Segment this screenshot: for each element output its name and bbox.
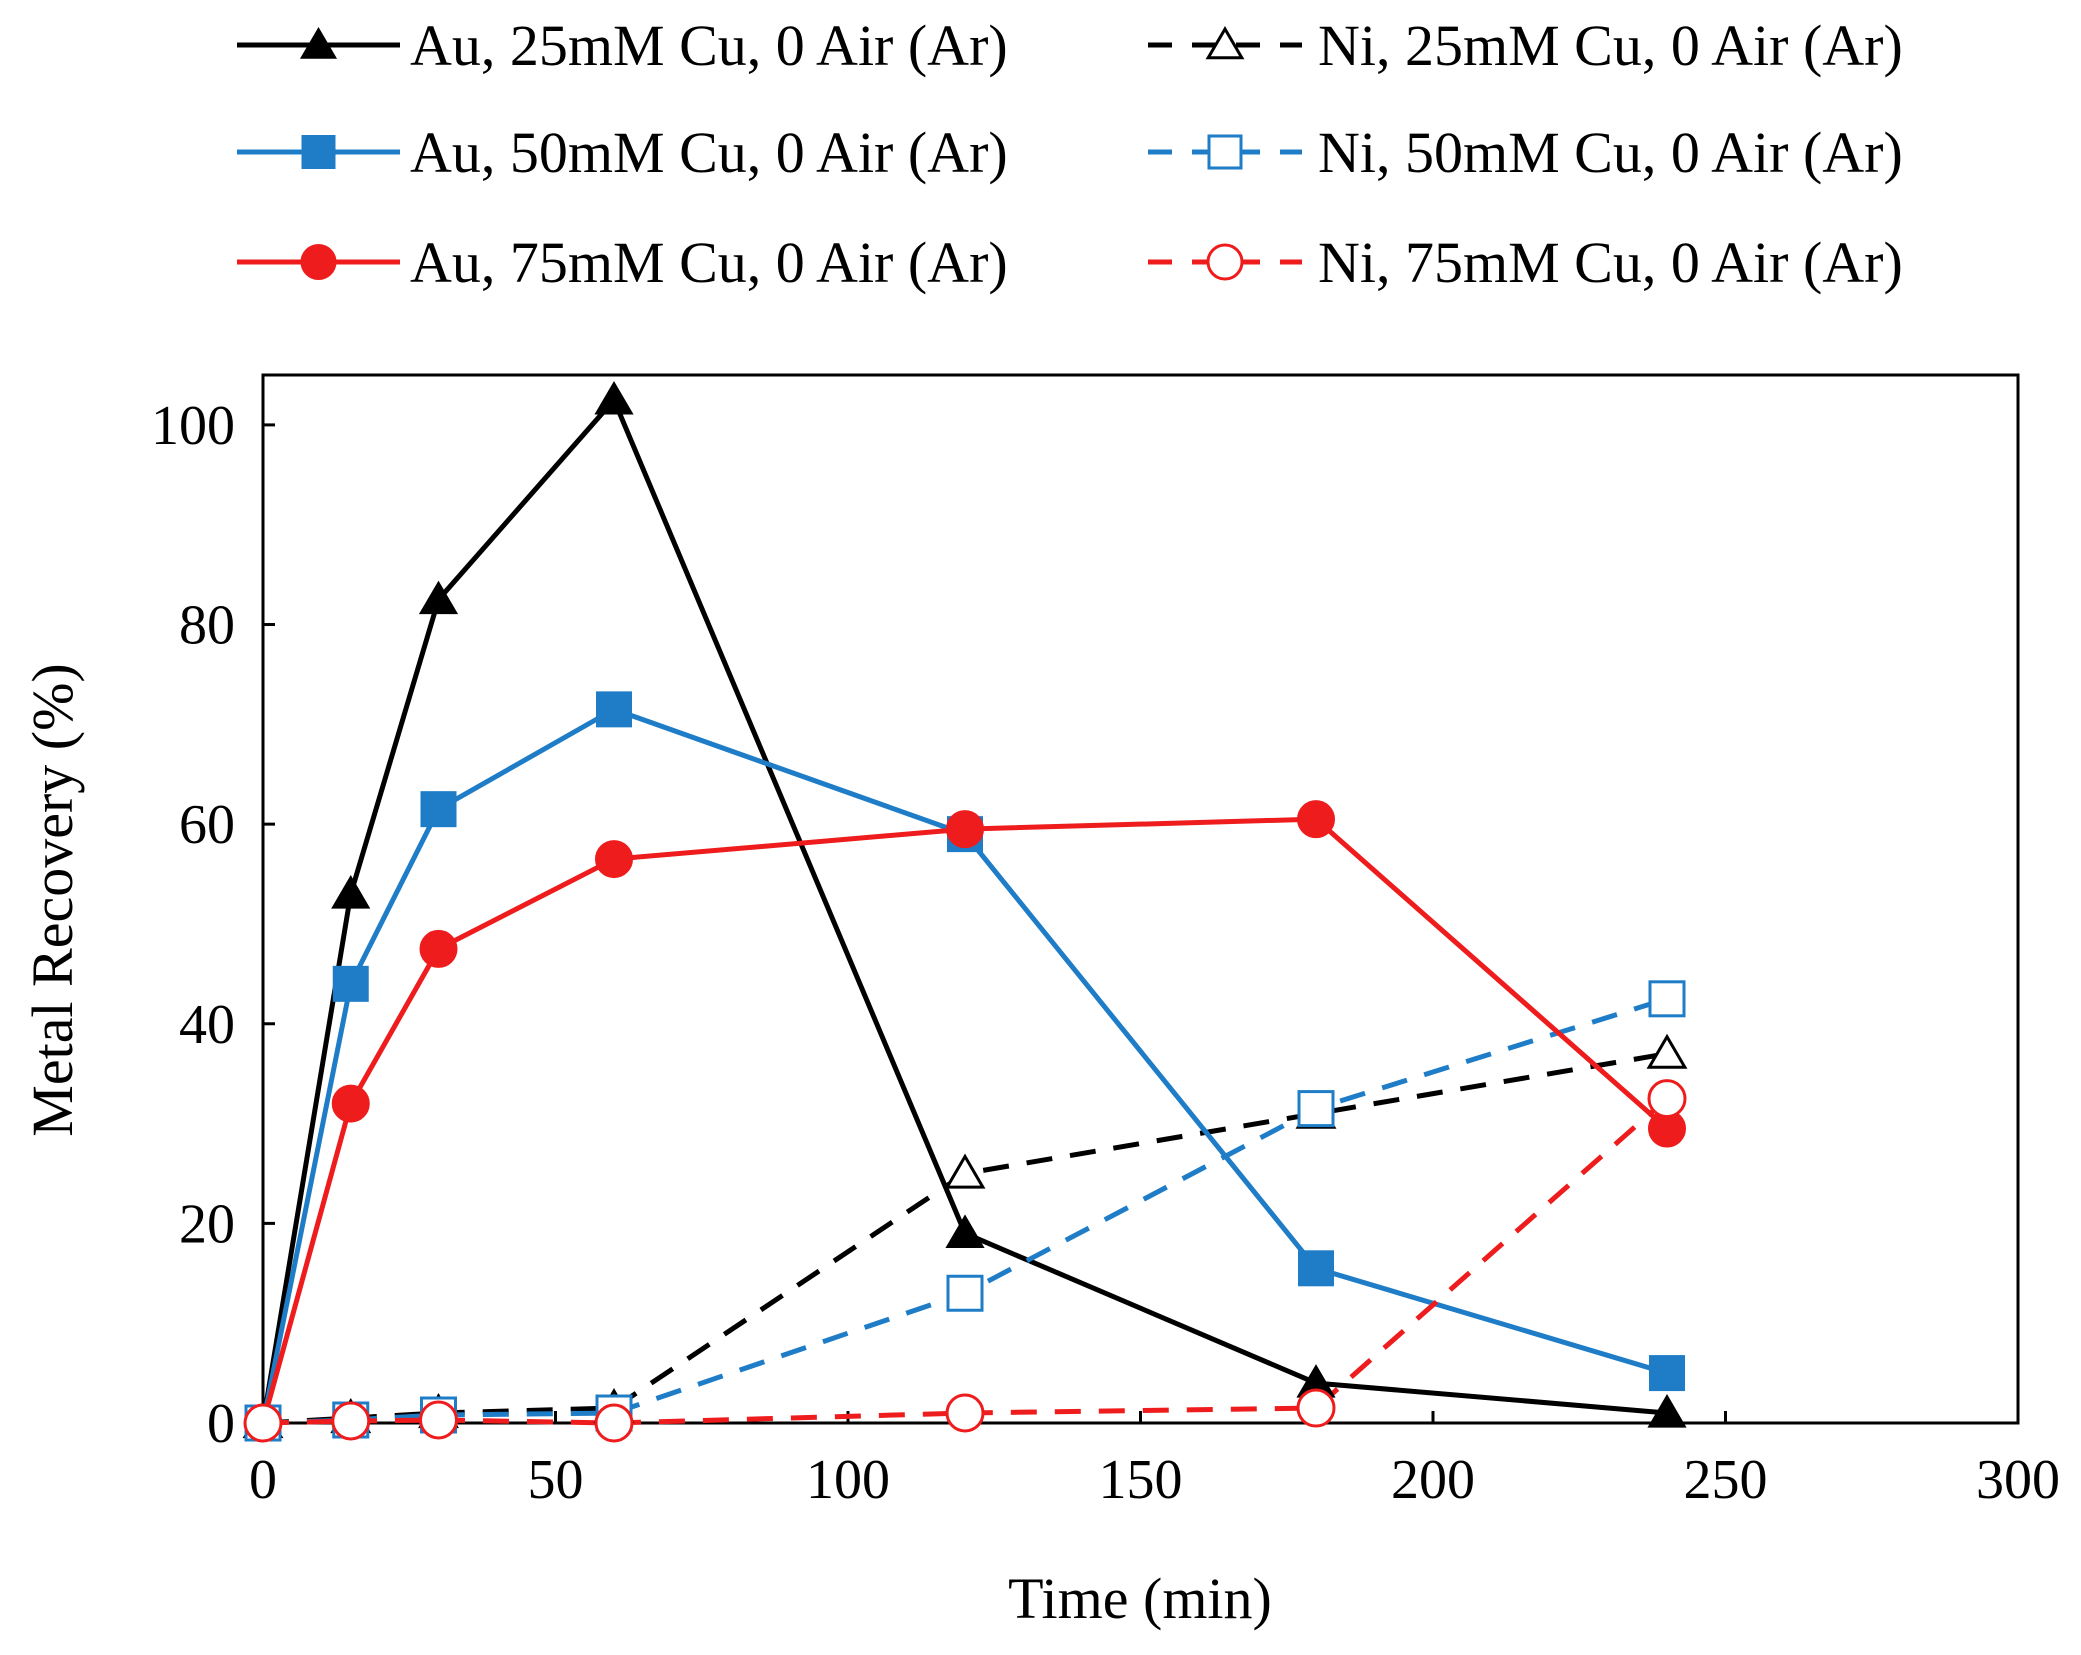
data-point-ni-75mm-cu-0-air-ar [1296,1388,1336,1428]
legend-marker [301,135,336,169]
data-point-au-25mm-cu-0-air-ar [418,580,459,615]
legend-label: Au, 75mM Cu, 0 Air (Ar) [410,230,1008,295]
legend-item-au-75mm-cu-0-air-ar: Au, 75mM Cu, 0 Air (Ar) [237,230,1008,295]
legend-marker [299,27,338,59]
data-point-au-75mm-cu-0-air-ar [595,840,633,879]
data-point-au-75mm-cu-0-air-ar [331,1084,370,1123]
data-point-ni-50mm-cu-0-air-ar [1648,980,1686,1018]
y-tick-label: 0 [207,1393,235,1455]
data-point-au-25mm-cu-0-air-ar [594,380,634,415]
data-point-ni-25mm-cu-0-air-ar [1646,1033,1688,1069]
data-point-au-50mm-cu-0-air-ar [332,965,369,1002]
legend-marker [1207,134,1243,170]
legend-item-ni-50mm-cu-0-air-ar: Ni, 50mM Cu, 0 Air (Ar) [1148,120,1903,185]
x-tick-label: 250 [1684,1449,1768,1511]
legend-marker [1206,243,1244,281]
x-tick-label: 300 [1976,1449,2060,1511]
x-tick-label: 50 [528,1449,584,1511]
data-point-ni-75mm-cu-0-air-ar [1647,1079,1687,1119]
data-point-au-25mm-cu-0-air-ar [331,875,371,909]
legend-marker [300,244,337,280]
x-tick-label: 150 [1099,1449,1183,1511]
y-tick-label: 100 [151,395,235,457]
y-axis-title: Metal Recovery (%) [20,663,85,1136]
data-point-ni-25mm-cu-0-air-ar [944,1153,986,1189]
legend-label: Ni, 50mM Cu, 0 Air (Ar) [1318,120,1903,185]
data-point-au-25mm-cu-0-air-ar [945,1214,985,1248]
plot-area [261,373,2020,1425]
legend-item-ni-25mm-cu-0-air-ar: Ni, 25mM Cu, 0 Air (Ar) [1148,13,1903,78]
legend-item-au-25mm-cu-0-air-ar: Au, 25mM Cu, 0 Air (Ar) [237,13,1008,78]
legend-marker [1205,26,1245,60]
data-point-ni-50mm-cu-0-air-ar [946,1274,984,1312]
data-point-ni-50mm-cu-0-air-ar [1297,1090,1335,1128]
data-point-ni-75mm-cu-0-air-ar [331,1401,371,1441]
data-point-au-75mm-cu-0-air-ar [419,929,458,968]
x-axis: 0 50 100 150 200 250 300 [249,1411,2060,1511]
data-point-au-25mm-cu-0-air-ar [1647,1394,1687,1428]
data-point-au-50mm-cu-0-air-ar [1649,1355,1685,1392]
data-point-au-75mm-cu-0-air-ar [946,810,984,849]
legend-label: Au, 25mM Cu, 0 Air (Ar) [410,13,1008,78]
legend-label: Ni, 75mM Cu, 0 Air (Ar) [1318,230,1903,295]
legend-label: Au, 50mM Cu, 0 Air (Ar) [410,120,1008,185]
legend-label: Ni, 25mM Cu, 0 Air (Ar) [1318,13,1903,78]
data-point-ni-75mm-cu-0-air-ar [243,1403,283,1443]
legend-item-au-50mm-cu-0-air-ar: Au, 50mM Cu, 0 Air (Ar) [237,120,1008,185]
data-point-ni-75mm-cu-0-air-ar [945,1393,985,1433]
x-axis-title: Time (min) [1008,1566,1272,1631]
y-tick-label: 80 [179,595,235,657]
data-point-ni-75mm-cu-0-air-ar [594,1403,634,1443]
x-tick-label: 100 [806,1449,890,1511]
data-point-ni-75mm-cu-0-air-ar [419,1400,458,1440]
y-tick-label: 40 [179,994,235,1056]
legend-item-ni-75mm-cu-0-air-ar: Ni, 75mM Cu, 0 Air (Ar) [1148,230,1903,295]
legend: Au, 25mM Cu, 0 Air (Ar) Ni, 25mM Cu, 0 Ai… [237,13,1903,295]
x-tick-label: 200 [1391,1449,1475,1511]
data-point-au-50mm-cu-0-air-ar [1298,1250,1334,1287]
y-tick-label: 20 [179,1193,235,1255]
data-point-au-50mm-cu-0-air-ar [596,691,632,728]
series-markers [242,380,1688,1443]
data-point-au-50mm-cu-0-air-ar [420,791,457,828]
data-point-au-75mm-cu-0-air-ar [1297,800,1335,839]
x-tick-label: 0 [249,1449,277,1511]
y-axis: 0 20 40 60 80 100 [151,395,275,1455]
y-tick-label: 60 [179,794,235,856]
